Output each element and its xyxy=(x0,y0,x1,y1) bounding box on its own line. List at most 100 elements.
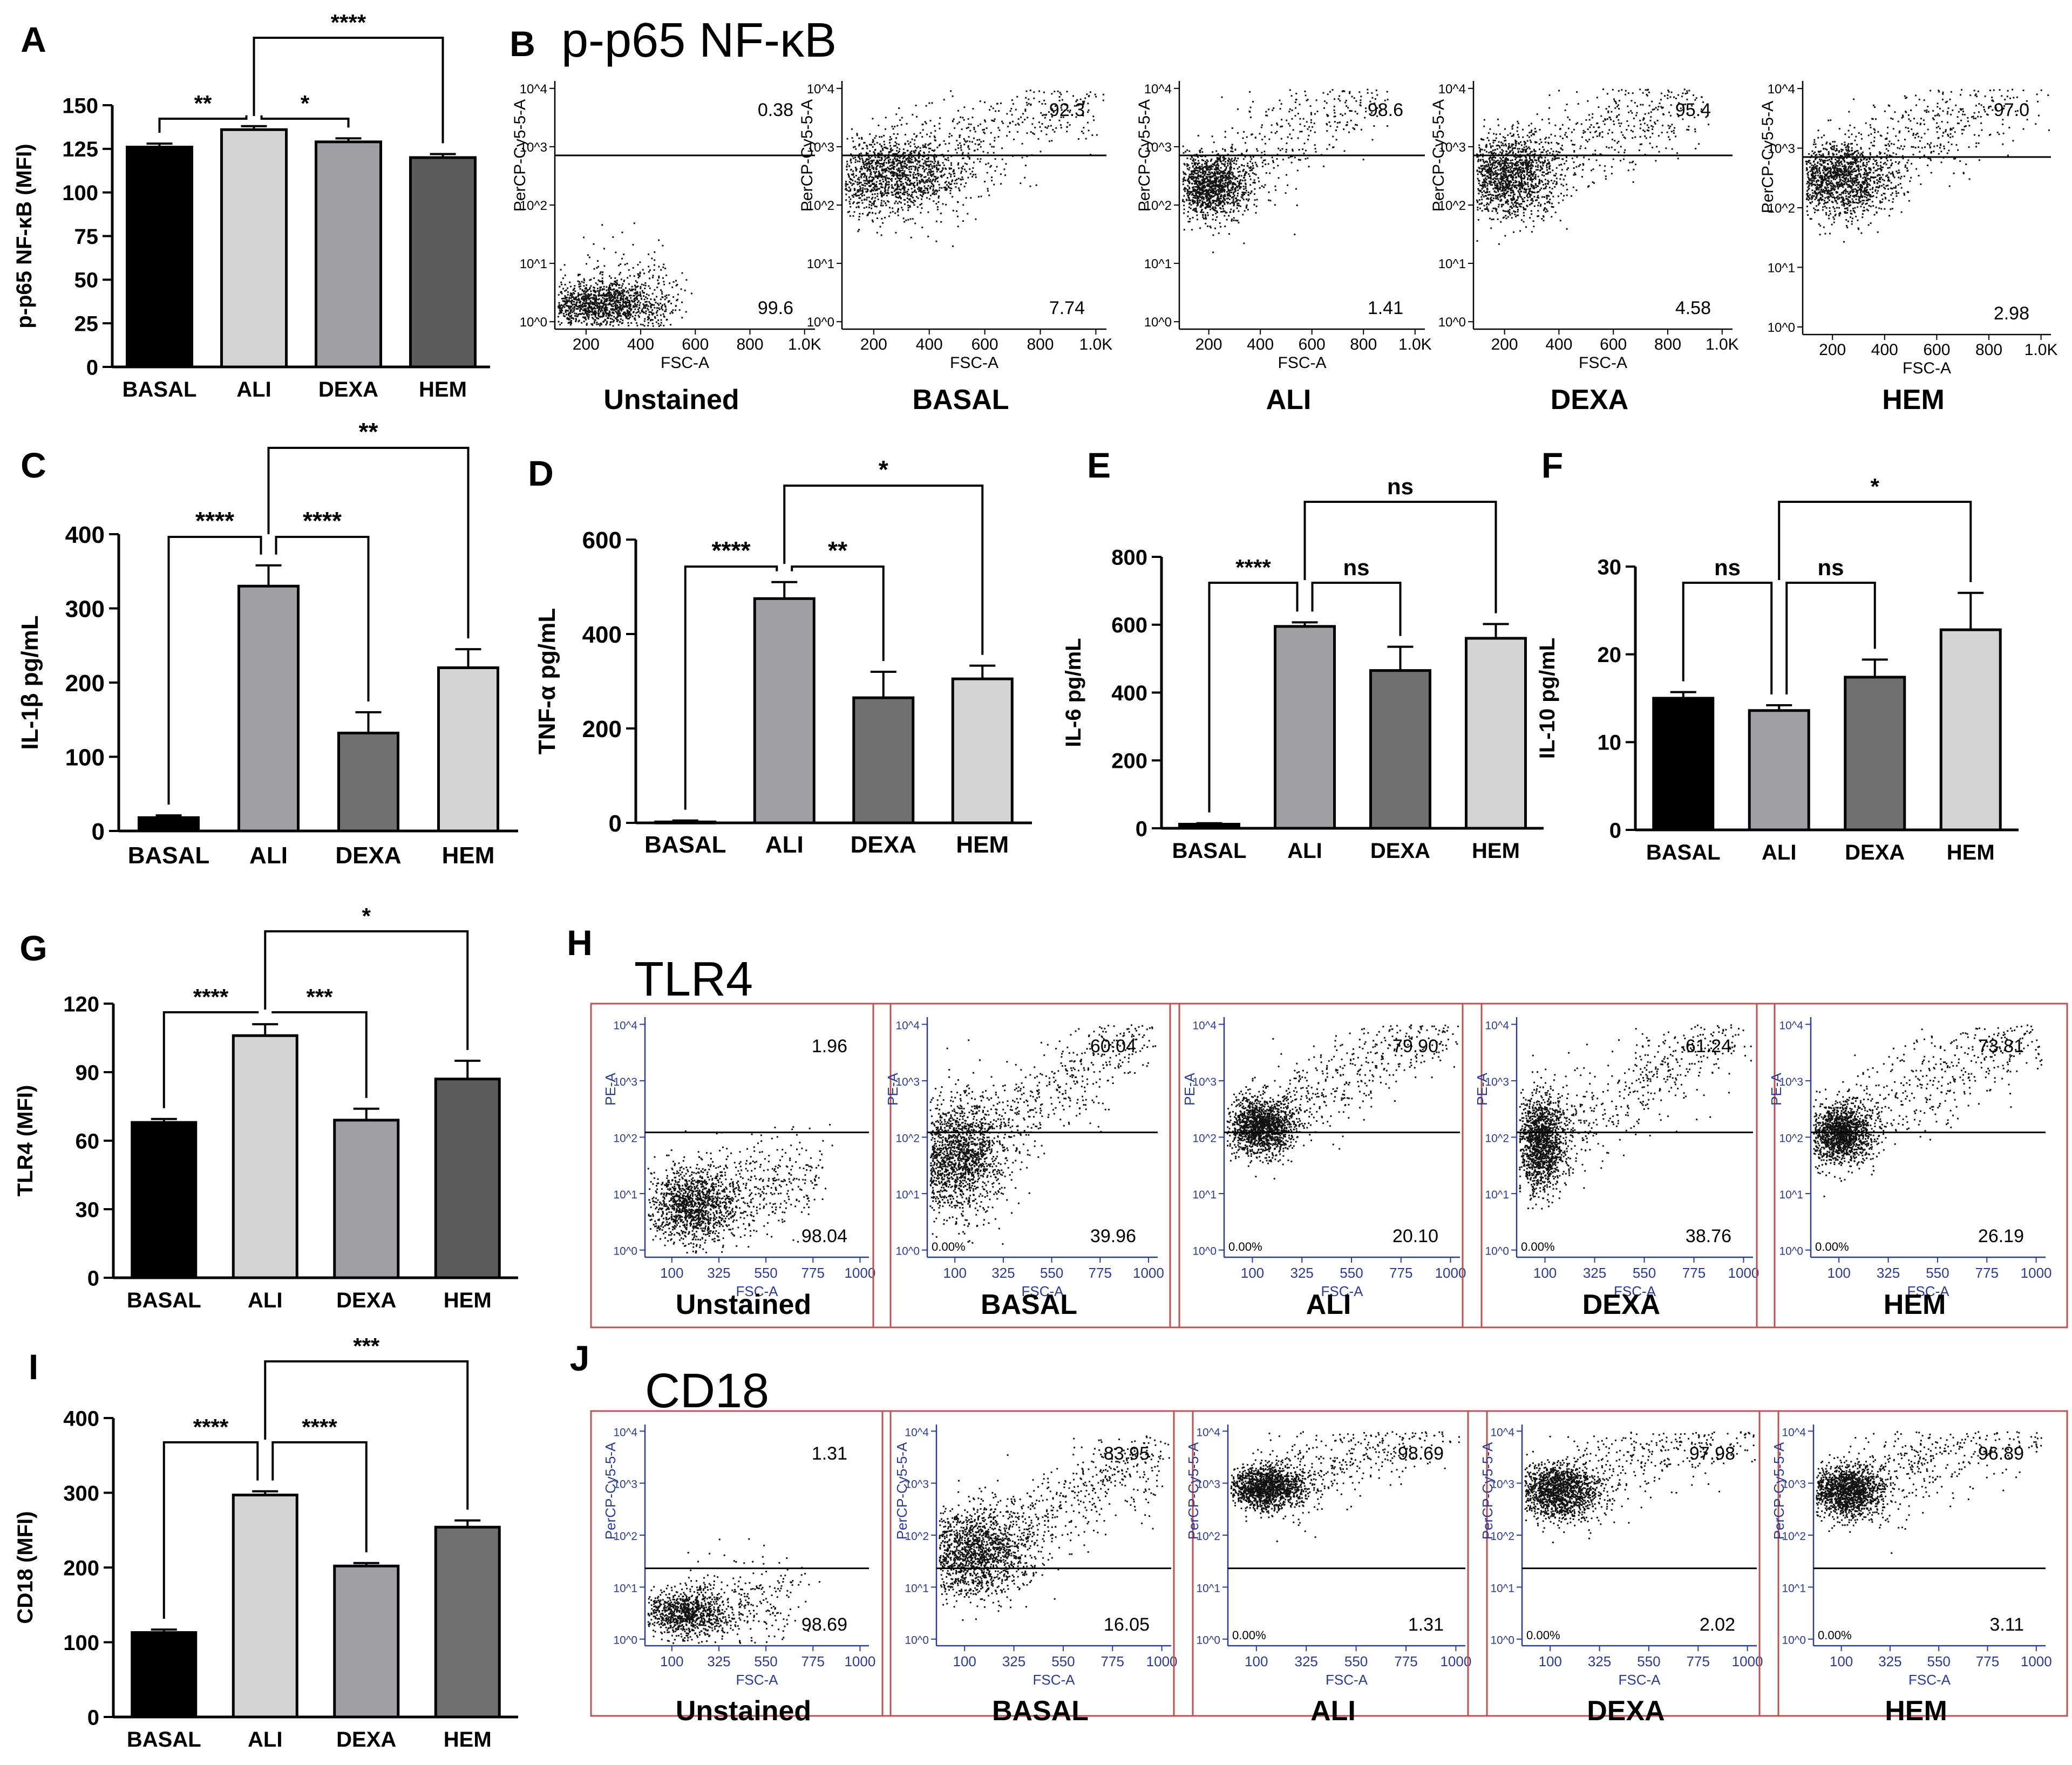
y-tick-label: 10^2 xyxy=(1779,1133,1803,1145)
significance-label: *** xyxy=(353,1333,380,1359)
x-tick-label: 775 xyxy=(801,1265,825,1281)
y-tick-label: 100 xyxy=(62,181,98,205)
y-tick-label: 10^4 xyxy=(1438,82,1466,97)
y-tick-label: 10^1 xyxy=(1491,1582,1514,1594)
y-tick-label: 200 xyxy=(1111,749,1147,773)
y-tick-label: 10^0 xyxy=(520,315,547,330)
flow-plot-unstained: 100 325 550 775 1000 10^0 10^1 10^2 10^3 10^4 FSC-… xyxy=(590,1003,892,1328)
y-tick-label: 10^1 xyxy=(614,1189,637,1201)
x-tick-label: 775 xyxy=(1089,1265,1112,1281)
y-axis-label: PerCP-Cy5-5-A xyxy=(1185,1442,1201,1539)
flow-title: p-p65 NF-κB xyxy=(561,13,837,67)
bar-dexa xyxy=(337,732,399,833)
category-label: HEM xyxy=(1472,839,1520,863)
x-tick-label: 775 xyxy=(1687,1653,1710,1669)
x-tick-label: 200 xyxy=(573,336,600,353)
upper-percentage: 73.81 xyxy=(1978,1036,2024,1057)
corner-percentage: 0.00% xyxy=(932,1240,966,1253)
y-tick-label: 10^4 xyxy=(1485,1019,1509,1032)
x-axis-label: FSC-A xyxy=(1326,1672,1368,1688)
flow-plot-ali: 200 400 600 800 1.0K 10^0 10^1 10^2 10^3 10^4 FSC-… xyxy=(1136,81,1432,415)
corner-percentage: 0.00% xyxy=(1232,1628,1266,1642)
y-tick-label: 10^3 xyxy=(1144,140,1172,155)
x-tick-label: 550 xyxy=(1927,1653,1951,1669)
significance-label: ns xyxy=(1817,555,1844,580)
y-axis-label: PerCP-Cy5-5-A xyxy=(602,1442,619,1539)
plot-frame xyxy=(1758,1410,2068,1717)
bar-chart-A: 0 25 50 75 100 125 150 p-p65 NF-κB (MFI) BASAL AL… xyxy=(12,10,490,401)
x-tick-label: 775 xyxy=(1394,1653,1417,1669)
x-tick-label: 600 xyxy=(1923,341,1950,359)
y-tick-label: 10^3 xyxy=(1193,1076,1217,1088)
y-tick-label: 10^1 xyxy=(1782,1582,1806,1594)
y-tick-label: 10^3 xyxy=(614,1076,637,1088)
x-tick-label: 400 xyxy=(916,336,943,353)
x-tick-label: 1.0K xyxy=(1398,336,1432,353)
upper-percentage: 60.04 xyxy=(1090,1036,1136,1057)
y-tick-label: 10^4 xyxy=(520,82,547,97)
flow-plot-unstained: 100 325 550 775 1000 10^0 10^1 10^2 10^3 10^4 FSC-… xyxy=(590,1410,892,1727)
significance-label: **** xyxy=(193,1414,229,1440)
y-tick-label: 10^0 xyxy=(614,1634,637,1647)
x-tick-label: 325 xyxy=(1295,1653,1318,1669)
y-tick-label: 120 xyxy=(63,992,99,1016)
significance-label: * xyxy=(1871,474,1880,499)
upper-percentage: 0.38 xyxy=(758,100,793,120)
upper-percentage: 98.6 xyxy=(1368,100,1403,120)
upper-percentage: 97.98 xyxy=(1689,1443,1735,1464)
category-label: ALI xyxy=(248,1728,282,1752)
event-dots xyxy=(939,1435,1170,1621)
significance-bracket xyxy=(1208,582,1299,813)
bar-hem xyxy=(434,1078,501,1279)
y-axis-label: PerCP-Cy5-5-A xyxy=(894,1442,910,1539)
event-dots xyxy=(1816,1431,2042,1554)
significance-label: **** xyxy=(302,1414,337,1440)
y-tick-label: 10^4 xyxy=(807,82,834,97)
significance-bracket xyxy=(275,536,370,701)
significance-bracket xyxy=(783,485,984,655)
significance-bracket xyxy=(260,115,350,128)
y-tick-label: 10^0 xyxy=(1782,1634,1806,1647)
panel-letter-H: H xyxy=(567,923,593,963)
significance-bracket xyxy=(162,1441,259,1619)
y-tick-label: 10^1 xyxy=(1485,1189,1509,1201)
x-tick-label: 775 xyxy=(1975,1265,1999,1281)
x-tick-label: 325 xyxy=(1877,1265,1900,1281)
y-tick-label: 10^0 xyxy=(896,1245,920,1258)
x-tick-label: 100 xyxy=(1241,1265,1264,1281)
category-label: HEM xyxy=(444,1728,492,1752)
x-tick-label: 200 xyxy=(860,336,887,353)
category-label: BASAL xyxy=(644,832,726,858)
y-tick-label: 400 xyxy=(63,1407,99,1430)
flow-panel-H: TLR4 100 325 550 775 1000 10^0 10^1 10^2 10^3 10^4… xyxy=(590,952,2068,1328)
x-tick-label: 775 xyxy=(1682,1265,1706,1281)
bar-chart-C: 0 100 200 300 400 IL-1β pg/mL BASAL ALI DEXA HEM *… xyxy=(17,418,518,869)
x-tick-label: 1000 xyxy=(844,1265,875,1281)
flow-plot-basal: 200 400 600 800 1.0K 10^0 10^1 10^2 10^3 10^4 FSC-… xyxy=(798,81,1112,415)
significance-bracket xyxy=(253,37,444,144)
x-tick-label: 550 xyxy=(1344,1653,1368,1669)
x-tick-label: 325 xyxy=(707,1265,730,1281)
sample-name: BASAL xyxy=(981,1289,1077,1320)
x-tick-label: 400 xyxy=(1247,336,1274,353)
y-tick-label: 10^1 xyxy=(1438,257,1466,271)
significance-bracket xyxy=(684,565,778,810)
x-axis-label: FSC-A xyxy=(1614,1283,1656,1299)
x-tick-label: 1000 xyxy=(1133,1265,1164,1281)
y-tick-label: 10^4 xyxy=(896,1019,920,1032)
category-label: DEXA xyxy=(336,1728,396,1752)
panel-letter-B: B xyxy=(509,24,535,64)
bar-hem xyxy=(409,156,477,369)
y-tick-label: 300 xyxy=(65,596,105,622)
category-label: BASAL xyxy=(1646,841,1721,864)
event-dots xyxy=(929,1024,1157,1245)
significance-label: ** xyxy=(194,91,212,116)
bar-dexa xyxy=(333,1119,400,1279)
sample-name: HEM xyxy=(1885,1695,1947,1727)
corner-percentage: 0.00% xyxy=(1818,1628,1852,1642)
bar-basal xyxy=(1652,697,1715,832)
x-axis-label: FSC-A xyxy=(661,354,709,372)
event-dots xyxy=(1181,88,1389,254)
y-axis-label: PerCP-Cy5-5-A xyxy=(1759,101,1777,213)
